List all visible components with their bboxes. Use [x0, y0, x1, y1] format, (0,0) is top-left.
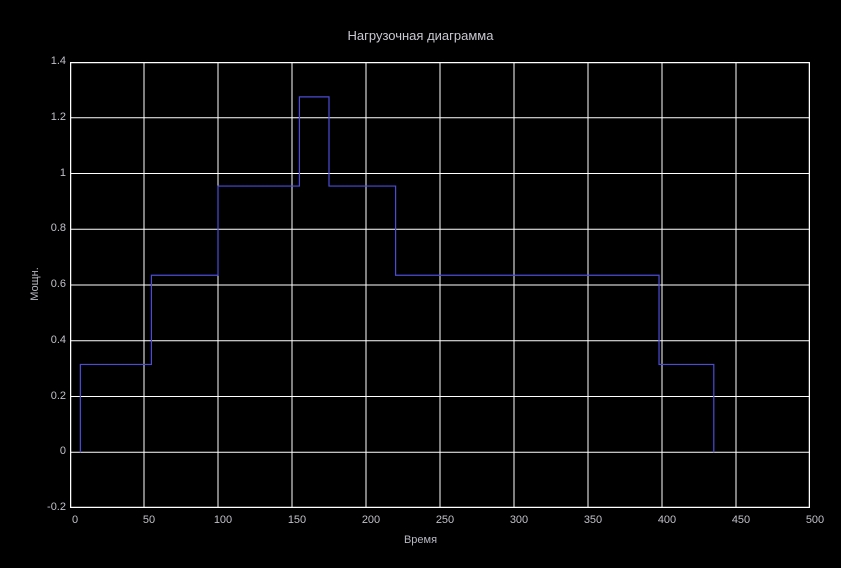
- x-tick-label: 50: [134, 514, 164, 526]
- x-tick-label: 150: [282, 514, 312, 526]
- x-tick-label: 300: [504, 514, 534, 526]
- x-tick-label: 0: [60, 514, 90, 526]
- chart-plot-area: [70, 62, 810, 508]
- y-tick-label: 1.2: [36, 111, 66, 123]
- x-tick-label: 100: [208, 514, 238, 526]
- chart-title: Нагрузочная диаграмма: [0, 28, 841, 43]
- x-tick-label: 350: [578, 514, 608, 526]
- y-tick-label: 0: [36, 445, 66, 457]
- y-tick-label: 0.8: [36, 222, 66, 234]
- y-tick-label: 0.6: [36, 278, 66, 290]
- x-tick-label: 400: [652, 514, 682, 526]
- y-tick-label: 0.2: [36, 390, 66, 402]
- x-tick-label: 200: [356, 514, 386, 526]
- x-tick-label: 500: [800, 514, 830, 526]
- y-tick-label: 0.4: [36, 334, 66, 346]
- x-axis-label: Время: [0, 534, 841, 546]
- x-tick-label: 450: [726, 514, 756, 526]
- y-tick-label: 1: [36, 167, 66, 179]
- x-tick-label: 250: [430, 514, 460, 526]
- y-tick-label: -0.2: [36, 501, 66, 513]
- y-tick-label: 1.4: [36, 55, 66, 67]
